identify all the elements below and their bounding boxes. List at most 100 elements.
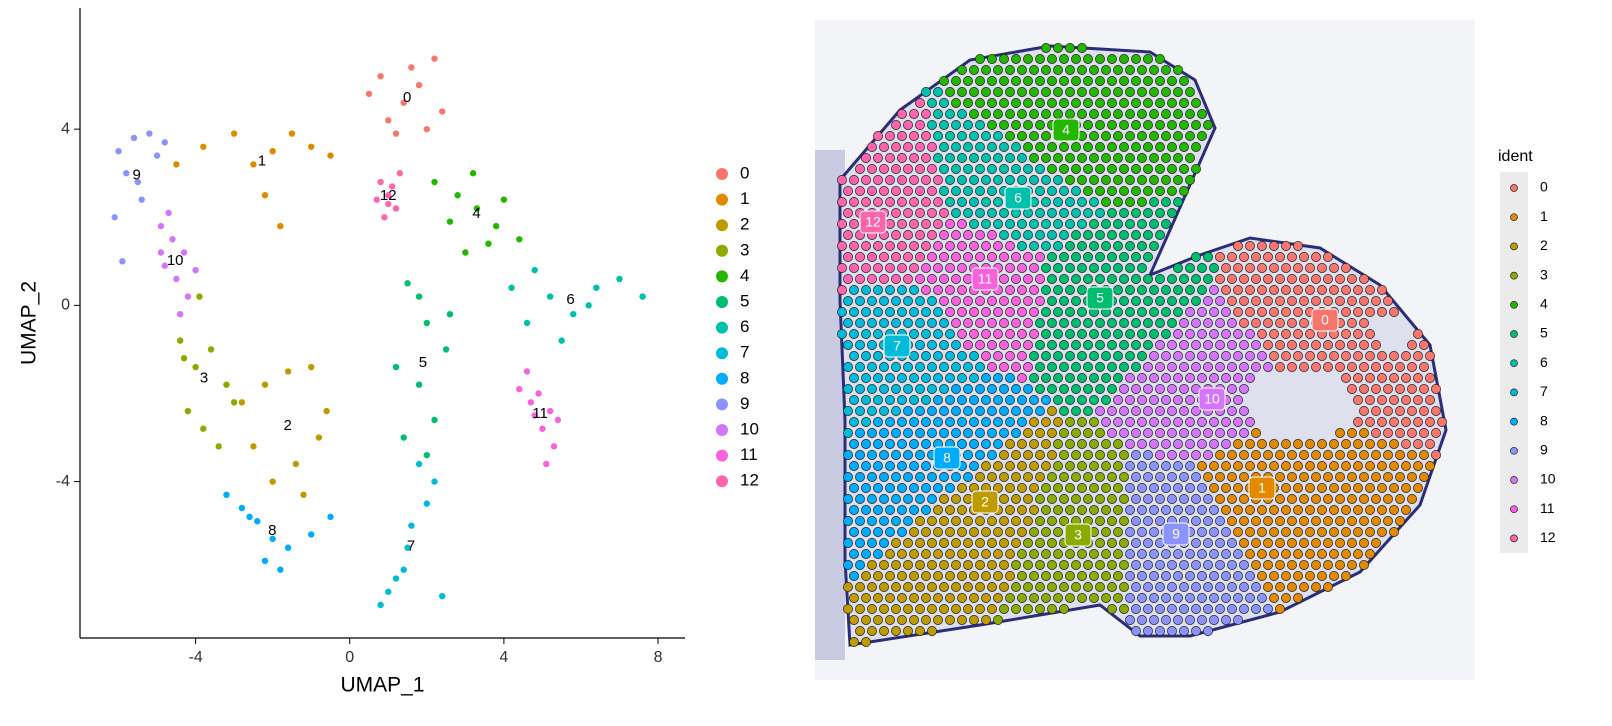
spot xyxy=(1383,384,1393,394)
spot xyxy=(1077,329,1087,339)
spot xyxy=(1011,582,1021,592)
spot xyxy=(1263,516,1273,526)
spot xyxy=(1119,120,1129,130)
spot xyxy=(1287,296,1297,306)
spot xyxy=(957,373,967,383)
spot xyxy=(1419,384,1429,394)
spot xyxy=(855,274,865,284)
spot xyxy=(1401,505,1411,515)
spot xyxy=(915,252,925,262)
point xyxy=(446,218,454,225)
spot xyxy=(1401,395,1411,405)
spot xyxy=(1203,274,1213,284)
spot xyxy=(1101,395,1111,405)
spot xyxy=(1023,230,1033,240)
spot xyxy=(975,472,985,482)
spot xyxy=(1335,450,1345,460)
spot xyxy=(1383,450,1393,460)
legend-key xyxy=(716,347,728,360)
spot xyxy=(1239,318,1249,328)
spot xyxy=(915,208,925,218)
spot xyxy=(1089,65,1099,75)
spot xyxy=(921,285,931,295)
spot xyxy=(987,384,997,394)
spot xyxy=(1005,527,1015,537)
spot xyxy=(897,571,907,581)
spot xyxy=(1305,461,1315,471)
spot xyxy=(849,285,859,295)
spot xyxy=(1191,516,1201,526)
spot xyxy=(1077,373,1087,383)
point xyxy=(377,178,384,186)
spot xyxy=(1185,373,1195,383)
spot xyxy=(897,131,907,141)
spot xyxy=(963,582,973,592)
spot xyxy=(1371,384,1381,394)
spot xyxy=(855,164,865,174)
point xyxy=(616,275,623,283)
spot xyxy=(957,439,967,449)
spot xyxy=(963,98,973,108)
spot xyxy=(1089,197,1099,207)
spot xyxy=(1131,450,1141,460)
spot xyxy=(1167,582,1177,592)
spot xyxy=(903,428,913,438)
spot xyxy=(1005,131,1015,141)
spot xyxy=(1335,494,1345,504)
cluster-label: 4 xyxy=(472,205,480,222)
spot xyxy=(1137,615,1147,625)
spot xyxy=(1227,340,1237,350)
spot xyxy=(1329,461,1339,471)
spot xyxy=(1125,593,1135,603)
spot xyxy=(1299,296,1309,306)
spot xyxy=(1239,494,1249,504)
spot xyxy=(1173,461,1183,471)
spot xyxy=(1239,560,1249,570)
spot xyxy=(1077,439,1087,449)
spot xyxy=(921,329,931,339)
spot xyxy=(987,560,997,570)
spot xyxy=(1089,505,1099,515)
spot xyxy=(1341,351,1351,361)
spot xyxy=(945,351,955,361)
spot xyxy=(1107,318,1117,328)
spot xyxy=(879,560,889,570)
cluster-label: 5 xyxy=(419,354,427,371)
spot xyxy=(1299,560,1309,570)
spot xyxy=(843,604,853,614)
spot xyxy=(1173,307,1183,317)
spot xyxy=(1047,604,1057,614)
spot xyxy=(1017,593,1027,603)
spot xyxy=(939,340,949,350)
spot xyxy=(1131,626,1141,636)
spot xyxy=(1047,494,1057,504)
spot xyxy=(981,527,991,537)
spot xyxy=(1155,582,1165,592)
spot xyxy=(951,494,961,504)
spot xyxy=(1311,340,1321,350)
label-box xyxy=(1198,387,1226,411)
spot xyxy=(1197,483,1207,493)
legend-label: 5 xyxy=(740,291,749,310)
spot xyxy=(1017,461,1027,471)
spot xyxy=(987,362,997,372)
spot xyxy=(879,274,889,284)
spot xyxy=(1323,450,1333,460)
spot xyxy=(1185,307,1195,317)
cluster-label: 0 xyxy=(1321,312,1329,328)
spot xyxy=(1101,351,1111,361)
spot xyxy=(933,285,943,295)
spot xyxy=(903,208,913,218)
spot xyxy=(1293,549,1303,559)
spot xyxy=(897,373,907,383)
spot xyxy=(1293,439,1303,449)
spot xyxy=(927,604,937,614)
spot xyxy=(1143,230,1153,240)
legend-key xyxy=(1510,330,1518,338)
spot xyxy=(1335,560,1345,570)
spot xyxy=(897,615,907,625)
spot xyxy=(933,417,943,427)
spot xyxy=(957,395,967,405)
spot xyxy=(1077,87,1087,97)
spot xyxy=(981,241,991,251)
